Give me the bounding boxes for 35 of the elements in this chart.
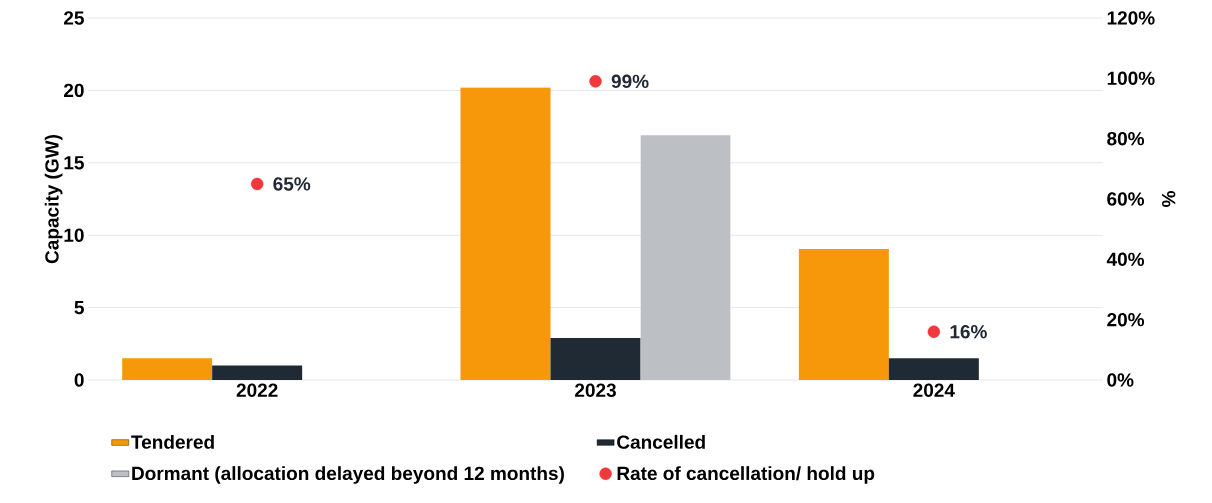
x-tick-label: 2024 bbox=[913, 383, 955, 397]
bar bbox=[888, 358, 979, 380]
legend-label: Rate of cancellation/ hold up bbox=[617, 466, 875, 484]
bar bbox=[550, 338, 641, 380]
y-tick-label: 0 bbox=[74, 373, 84, 387]
y2-tick-label: 40% bbox=[1106, 252, 1145, 267]
y2-tick-label: 100% bbox=[1107, 71, 1155, 86]
y-tick-label: 25 bbox=[63, 11, 84, 25]
y-tick-label: 15 bbox=[64, 156, 84, 170]
bar bbox=[122, 358, 213, 380]
bar bbox=[640, 135, 731, 380]
data-label: 99% bbox=[611, 74, 649, 89]
bar bbox=[460, 87, 551, 380]
legend-label: Tendered bbox=[131, 434, 214, 449]
y2-tick-label: 80% bbox=[1107, 131, 1145, 146]
point bbox=[250, 177, 264, 191]
legend-label: Dormant (allocation delayed beyond 12 months) bbox=[132, 466, 564, 484]
y2-tick-label: 0% bbox=[1107, 373, 1134, 387]
y-axis-title: Capacity (GW) bbox=[44, 135, 63, 264]
y-tick-label: 10 bbox=[64, 228, 84, 242]
bar bbox=[212, 365, 303, 380]
y2-tick-label: 60% bbox=[1107, 192, 1145, 206]
data-label: 16% bbox=[950, 325, 987, 339]
point bbox=[589, 75, 602, 88]
x-tick-label: 2022 bbox=[236, 383, 278, 397]
x-tick-label: 2023 bbox=[575, 383, 616, 398]
y2-tick-label: 120% bbox=[1107, 11, 1155, 25]
y-tick-label: 5 bbox=[74, 300, 84, 315]
y2-tick-label: 20% bbox=[1107, 312, 1145, 327]
data-label: 65% bbox=[273, 177, 311, 191]
legend-label: Cancelled bbox=[617, 434, 705, 449]
bar bbox=[798, 248, 889, 380]
point bbox=[927, 325, 941, 338]
y-tick-label: 20 bbox=[63, 83, 84, 98]
y2-axis-title: % bbox=[1162, 191, 1176, 207]
